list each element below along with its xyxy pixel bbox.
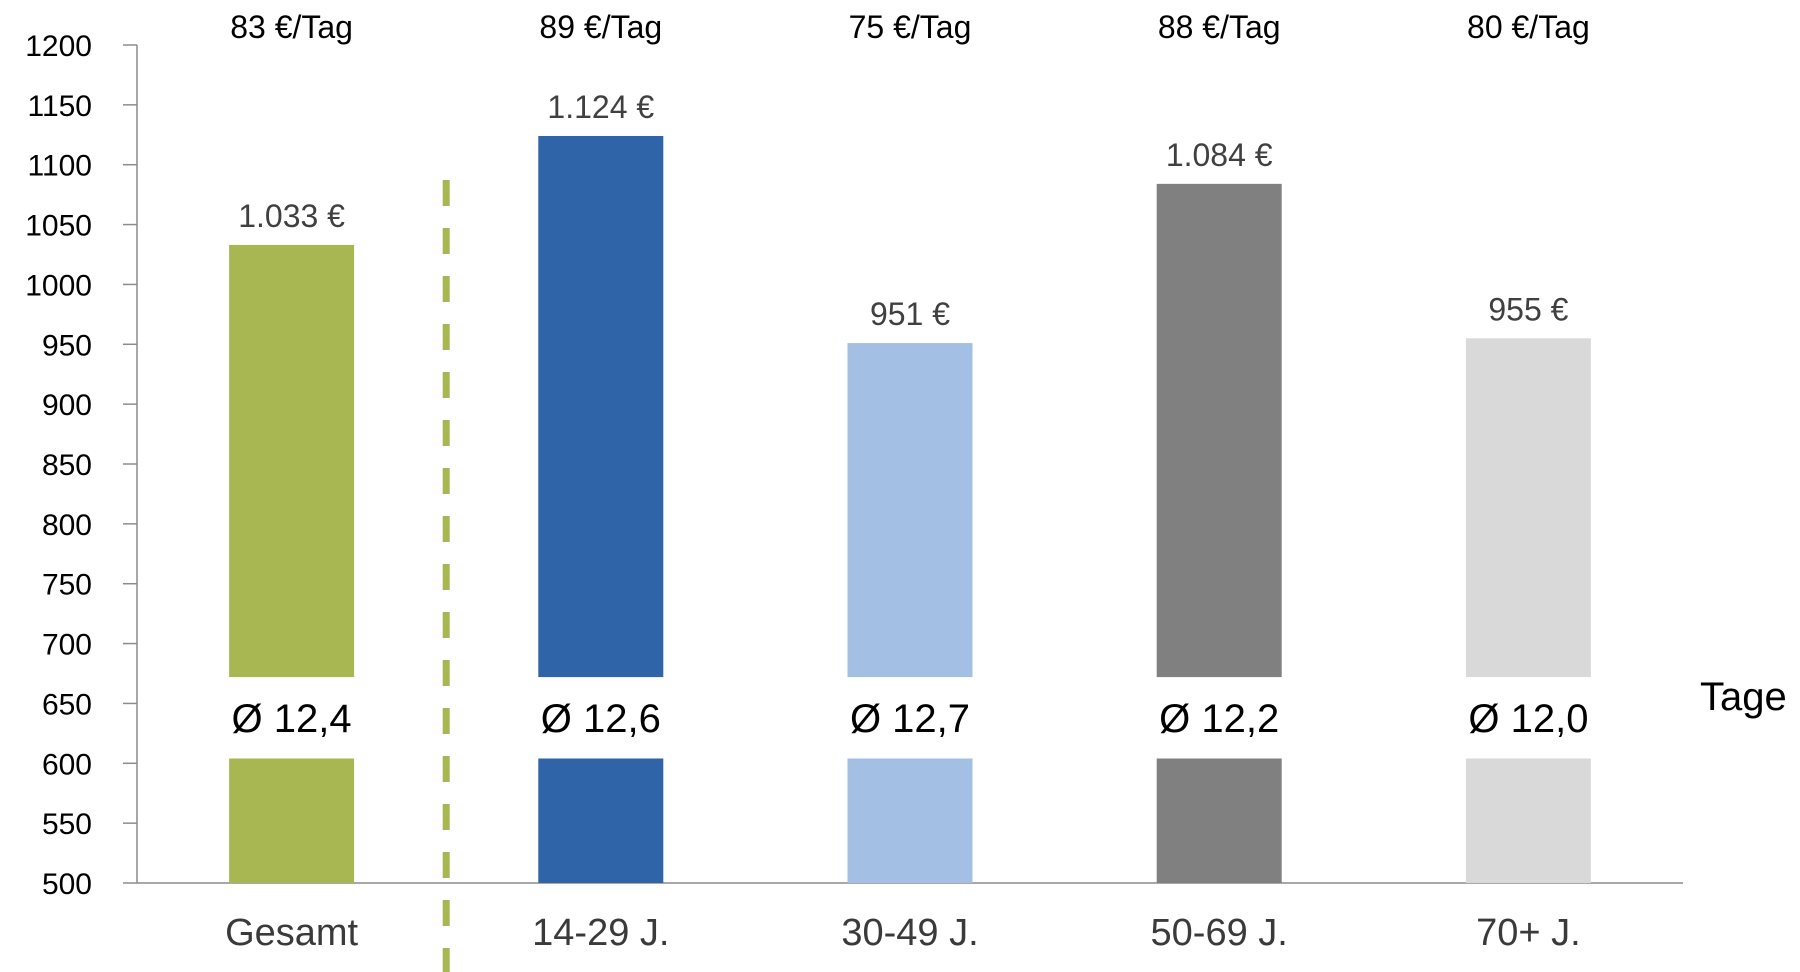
value-label: 1.033 €: [238, 198, 345, 234]
value-label: 951 €: [870, 296, 950, 332]
bar-lower: [847, 758, 973, 883]
bar-lower: [1465, 758, 1591, 883]
value-label: 1.084 €: [1166, 137, 1273, 173]
y-tick-label: 800: [42, 509, 92, 542]
x-category-label: 50-69 J.: [1151, 912, 1288, 954]
rate-label: 89 €/Tag: [539, 9, 662, 45]
y-tick-label: 1200: [25, 30, 92, 63]
y-tick-label: 1150: [27, 90, 92, 123]
rate-label: 80 €/Tag: [1467, 9, 1590, 45]
value-label: 1.124 €: [547, 89, 654, 125]
y-tick-label: 1100: [27, 150, 92, 183]
y-axis: 500 550 600 650 700 750 800 850 900 950 1000 1050 11…: [25, 30, 138, 901]
y-tick-label: 850: [42, 449, 92, 482]
avg-unit-label: Tage: [1700, 675, 1787, 719]
rate-label: 83 €/Tag: [230, 9, 353, 45]
bars: [229, 135, 1591, 883]
avg-label: Ø 12,4: [232, 697, 352, 741]
bar-upper: [1465, 338, 1591, 678]
avg-label: Ø 12,6: [541, 697, 661, 741]
bar-upper: [847, 343, 973, 678]
y-tick-label: 950: [42, 329, 92, 362]
y-tick-label: 550: [42, 808, 92, 841]
data-labels: 1.033 € 83 €/Tag Ø 12,4 1.124 € 89 €/Tag Ø 12…: [230, 9, 1590, 741]
avg-label: Ø 12,2: [1159, 697, 1279, 741]
x-category-label: Gesamt: [225, 912, 358, 954]
x-category-label: 70+ J.: [1476, 912, 1581, 954]
y-tick-label: 1050: [25, 210, 92, 243]
y-tick-label: 650: [42, 688, 92, 721]
bar-lower: [229, 758, 355, 883]
bar-upper: [229, 244, 355, 678]
y-tick-label: 500: [42, 868, 92, 901]
bar-upper: [1156, 183, 1282, 678]
avg-label: Ø 12,0: [1468, 697, 1588, 741]
rate-label: 88 €/Tag: [1158, 9, 1281, 45]
rate-label: 75 €/Tag: [849, 9, 972, 45]
y-tick-label: 900: [42, 389, 92, 422]
y-tick-label: 600: [42, 748, 92, 781]
x-category-label: 30-49 J.: [841, 912, 978, 954]
value-label: 955 €: [1488, 291, 1568, 327]
y-tick-label: 750: [42, 569, 92, 602]
bar-lower: [1156, 758, 1282, 883]
bar-upper: [538, 135, 664, 678]
x-axis: Gesamt 14-29 J. 30-49 J. 50-69 J. 70+ J.: [137, 882, 1683, 954]
y-tick-label: 700: [42, 629, 92, 662]
avg-label: Ø 12,7: [850, 697, 970, 741]
y-tick-label: 1000: [25, 269, 92, 302]
bar-lower: [538, 758, 664, 883]
x-category-label: 14-29 J.: [532, 912, 669, 954]
